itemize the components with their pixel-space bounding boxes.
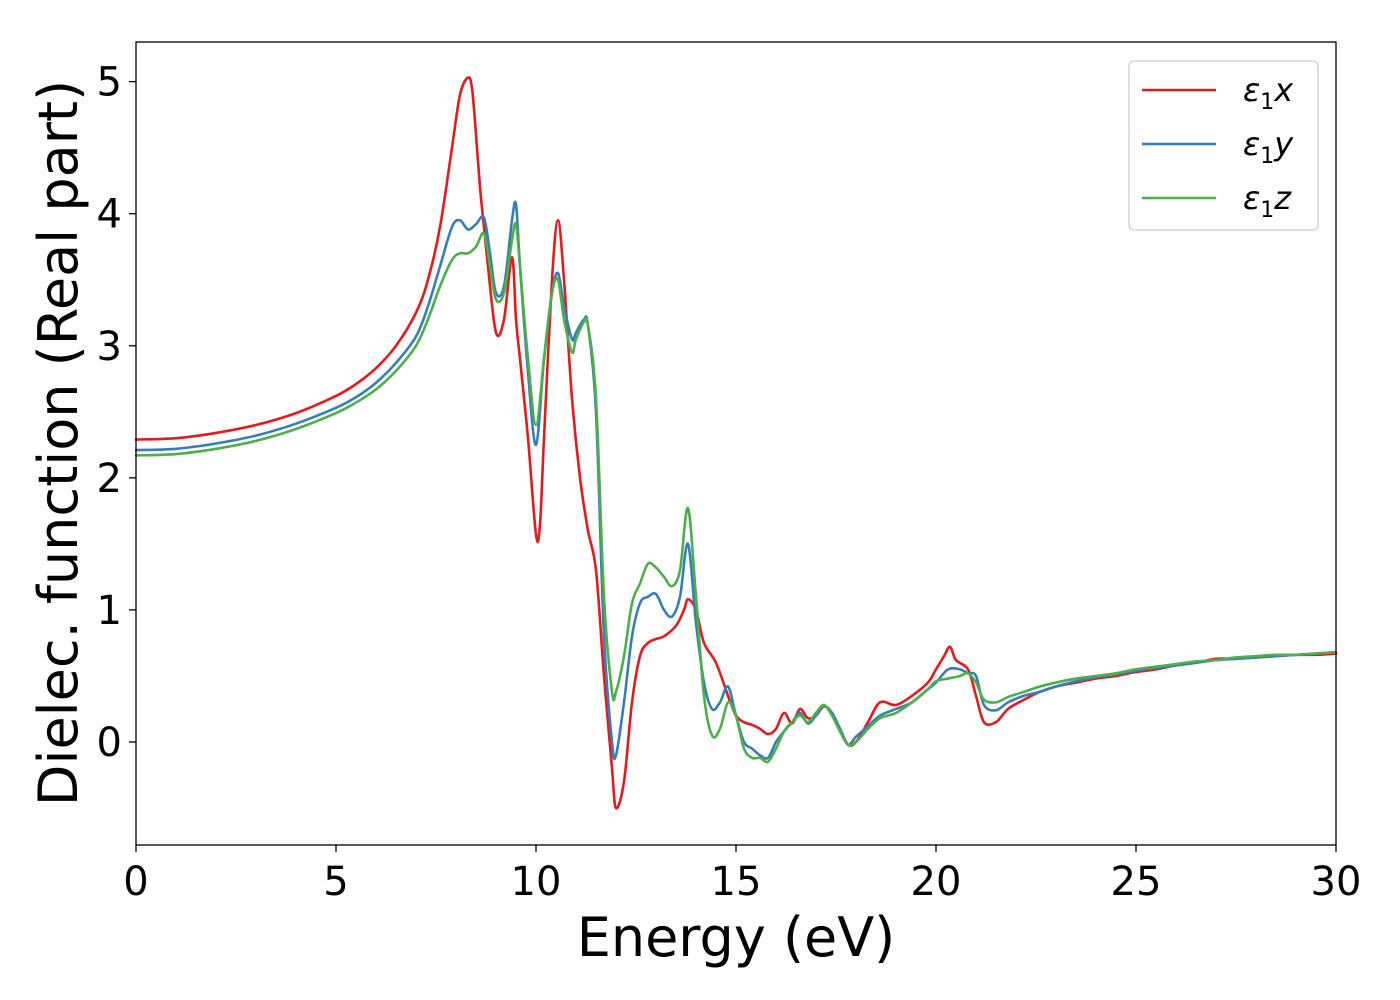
x-tick-label: 25 [1111, 859, 1162, 905]
y-tick-label: 5 [97, 60, 122, 106]
series-group [134, 76, 1338, 810]
x-axis-label: Energy (eV) [577, 906, 896, 969]
x-tick-label: 20 [911, 859, 962, 905]
y-tick-label: 0 [97, 720, 122, 766]
y-tick-label: 4 [97, 192, 122, 238]
legend-box [1128, 60, 1319, 231]
series-line-z [134, 221, 1338, 764]
legend: ε1x ε1y ε1z [1128, 60, 1319, 231]
y-tick-label: 2 [97, 456, 122, 502]
x-tick-label: 5 [323, 859, 348, 905]
legend-label-x: ε1x [1243, 71, 1294, 115]
x-tick-label: 10 [511, 859, 562, 905]
x-tick-label: 30 [1311, 859, 1362, 905]
y-axis-label: Dielec. function (Real part) [27, 80, 90, 806]
x-tick-label: 15 [711, 859, 762, 905]
y-axis-ticks: 0 1 2 3 4 5 [97, 60, 136, 766]
x-tick-label: 0 [123, 859, 148, 905]
legend-label-y: ε1y [1243, 125, 1294, 169]
y-tick-label: 1 [97, 588, 122, 634]
legend-label-z: ε1z [1243, 179, 1292, 223]
x-axis-ticks: 0 5 10 15 20 25 30 [123, 845, 1361, 905]
y-tick-label: 3 [97, 324, 122, 370]
